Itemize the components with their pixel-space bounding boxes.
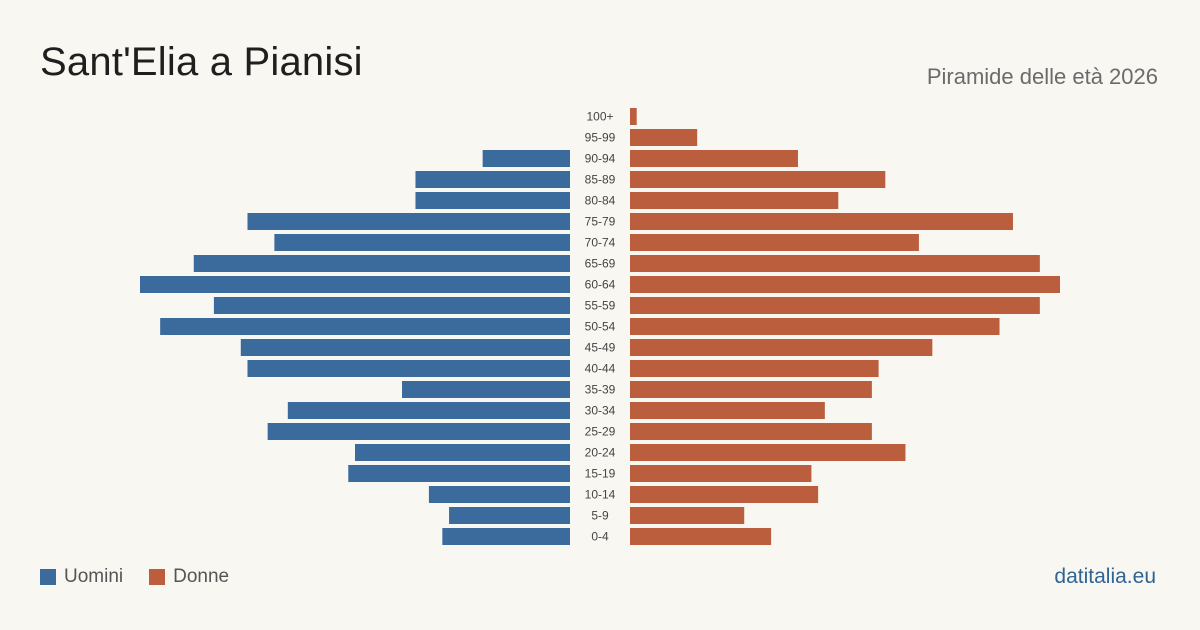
bar-men-30-34 [287, 402, 570, 419]
age-label-45-49: 45-49 [585, 341, 616, 355]
bar-women-45-49 [630, 339, 933, 356]
legend: Uomini Donne [40, 566, 255, 588]
age-label-55-59: 55-59 [585, 299, 616, 313]
bar-women-60-64 [630, 276, 1060, 293]
bar-women-85-89 [630, 171, 886, 188]
bar-men-20-24 [355, 444, 570, 461]
bar-women-65-69 [630, 255, 1040, 272]
bar-women-20-24 [630, 444, 906, 461]
bar-women-90-94 [630, 150, 798, 167]
bar-men-10-14 [428, 486, 570, 503]
bar-men-85-89 [415, 171, 570, 188]
age-label-50-54: 50-54 [585, 320, 616, 334]
legend-item-men: Uomini [40, 566, 123, 588]
age-label-40-44: 40-44 [585, 362, 616, 376]
bar-women-10-14 [630, 486, 819, 503]
bar-women-30-34 [630, 402, 825, 419]
bar-men-75-79 [247, 213, 570, 230]
age-label-25-29: 25-29 [585, 425, 616, 439]
age-label-90-94: 90-94 [585, 152, 616, 166]
bar-men-5-9 [449, 507, 570, 524]
bar-men-80-84 [415, 192, 570, 209]
bar-men-45-49 [240, 339, 570, 356]
bar-men-40-44 [247, 360, 570, 377]
bar-men-15-19 [348, 465, 570, 482]
age-label-85-89: 85-89 [585, 173, 616, 187]
bar-men-70-74 [274, 234, 570, 251]
age-label-15-19: 15-19 [585, 467, 616, 481]
bar-women-50-54 [630, 318, 1000, 335]
legend-swatch-women [149, 569, 166, 585]
page-title: Sant'Elia a Pianisi [40, 40, 363, 84]
legend-item-women: Donne [149, 566, 229, 588]
bar-men-0-4 [442, 528, 570, 545]
bar-men-65-69 [193, 255, 570, 272]
age-label-35-39: 35-39 [585, 383, 616, 397]
age-label-75-79: 75-79 [585, 215, 616, 229]
brand-link[interactable]: datitalia.eu [1054, 565, 1156, 588]
age-label-65-69: 65-69 [585, 257, 616, 271]
bar-men-35-39 [402, 381, 570, 398]
bar-women-25-29 [630, 423, 872, 440]
age-label-0-4: 0-4 [591, 530, 609, 544]
bar-women-100+ [630, 108, 637, 125]
age-label-20-24: 20-24 [585, 446, 616, 460]
bar-men-50-54 [160, 318, 570, 335]
bar-women-0-4 [630, 528, 772, 545]
legend-swatch-men [40, 569, 56, 585]
age-label-10-14: 10-14 [585, 488, 616, 502]
legend-label-women: Donne [173, 566, 230, 587]
bar-men-90-94 [482, 150, 570, 167]
bar-women-80-84 [630, 192, 839, 209]
chart-subtitle: Piramide delle età 2026 [926, 64, 1158, 89]
bar-women-40-44 [630, 360, 879, 377]
bar-men-60-64 [140, 276, 570, 293]
bar-men-25-29 [267, 423, 570, 440]
bar-women-95-99 [630, 129, 698, 146]
age-label-80-84: 80-84 [585, 194, 616, 208]
bar-women-5-9 [630, 507, 745, 524]
age-label-95-99: 95-99 [585, 131, 616, 145]
age-label-70-74: 70-74 [585, 236, 616, 250]
age-label-5-9: 5-9 [591, 509, 609, 523]
bar-women-70-74 [630, 234, 919, 251]
age-label-100+: 100+ [586, 110, 613, 124]
age-label-60-64: 60-64 [585, 278, 616, 292]
bar-men-55-59 [213, 297, 570, 314]
bar-women-55-59 [630, 297, 1040, 314]
bar-women-15-19 [630, 465, 812, 482]
legend-label-men: Uomini [64, 566, 124, 587]
bar-women-75-79 [630, 213, 1013, 230]
bar-women-35-39 [630, 381, 872, 398]
age-label-30-34: 30-34 [585, 404, 616, 418]
